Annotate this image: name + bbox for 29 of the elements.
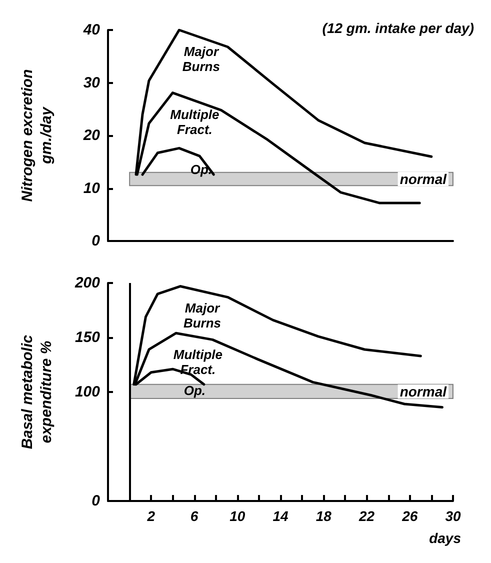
y-tick-label: 100	[74, 384, 101, 400]
y-tick-label: 30	[83, 74, 101, 92]
y-tick-label: 150	[74, 329, 101, 346]
x-tick-label: 18	[316, 508, 332, 524]
series-label: Multiple Fract.	[173, 347, 222, 378]
y-axis-title: Basal metabolic expenditure %	[19, 334, 55, 450]
x-tick-label: 30	[445, 508, 461, 524]
x-tick-label: 10	[230, 508, 246, 524]
x-axis-title: days	[429, 530, 462, 546]
band-label: normal	[400, 383, 448, 400]
y-axis-title: Nitrogen excretion gm./day	[19, 69, 55, 202]
chart-title: (12 gm. intake per day)	[322, 20, 474, 36]
y-tick-label: 20	[82, 127, 101, 144]
y-tick-label: 200	[74, 274, 101, 292]
x-tick-label: 14	[272, 508, 288, 524]
y-tick-label: 40	[82, 22, 101, 38]
x-tick-label: 26	[401, 508, 418, 524]
series-label: Major Burns	[183, 300, 222, 330]
x-tick-label: 22	[358, 508, 375, 524]
band-label: normal	[400, 171, 448, 188]
y-tick-label: 0	[92, 492, 101, 510]
series-label: Major Burns	[182, 44, 220, 74]
y-tick-label: 0	[92, 232, 101, 250]
series-label: Multiple Fract.	[170, 106, 220, 137]
line-series	[141, 146, 215, 176]
y-tick-label: 10	[83, 180, 101, 197]
x-tick-label: 6	[190, 508, 198, 524]
x-tick-label: 2	[146, 508, 156, 524]
series-label: Op.	[184, 383, 206, 398]
